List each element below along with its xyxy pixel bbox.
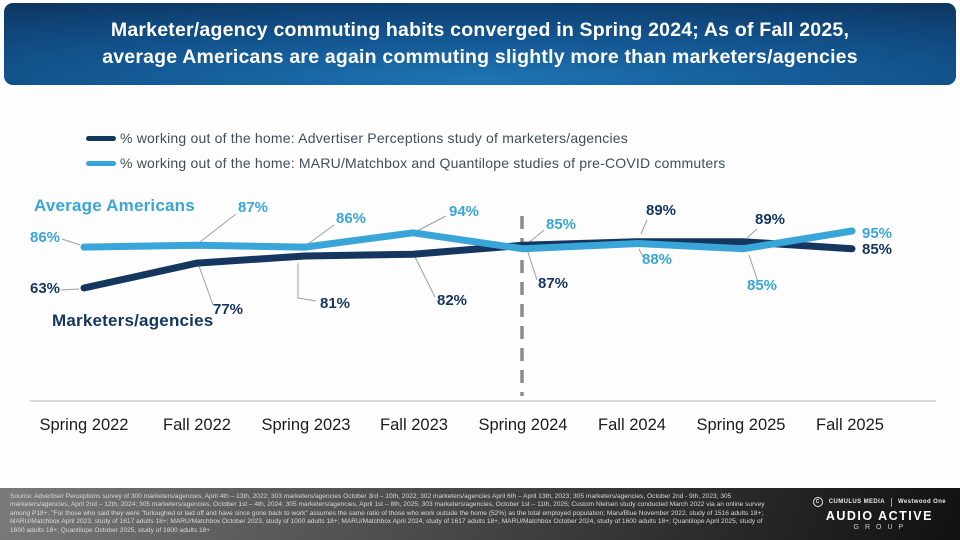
data-label: 87% bbox=[238, 199, 268, 216]
x-tick-label: Fall 2025 bbox=[816, 416, 884, 434]
line-marketers bbox=[80, 238, 856, 292]
x-tick-label: Spring 2025 bbox=[697, 416, 786, 434]
slide-title-line-1: Marketer/agency commuting habits converg… bbox=[110, 19, 850, 41]
data-label: 85% bbox=[546, 216, 576, 233]
slide-title-line-2: average Americans are again commuting sl… bbox=[102, 46, 858, 68]
data-label: 82% bbox=[437, 292, 467, 309]
line-average-americans bbox=[80, 227, 856, 253]
data-labels-marketers: 63% 77% 81% 82% 87% 89% 89% 85% bbox=[30, 202, 892, 318]
data-labels-average-americans: 86% 87% 86% 94% 85% 88% 85% 95% bbox=[30, 199, 892, 294]
legend-swatch-blue-icon bbox=[86, 160, 116, 166]
data-label: 85% bbox=[862, 241, 892, 258]
legend-item-marketers: % working out of the home: Advertiser Pe… bbox=[86, 130, 725, 146]
data-label: 86% bbox=[336, 210, 366, 227]
audio-active-group-logo: C CUMULUS MEDIA Westwood One AUDIO ACTIV… bbox=[812, 497, 946, 531]
cumulus-media-icon: C bbox=[812, 497, 823, 507]
legend-label-marketers: % working out of the home: Advertiser Pe… bbox=[120, 130, 628, 146]
data-label: 81% bbox=[320, 295, 350, 312]
chart-legend: % working out of the home: Advertiser Pe… bbox=[86, 130, 725, 171]
logo-divider bbox=[890, 497, 892, 507]
westwood-one-wordmark: Westwood One bbox=[897, 499, 946, 505]
x-tick-label: Fall 2022 bbox=[163, 416, 231, 434]
data-label: 89% bbox=[755, 211, 785, 228]
data-label: 88% bbox=[642, 251, 672, 268]
series-label-marketers: Marketers/agencies bbox=[52, 311, 213, 330]
x-tick-label: Spring 2023 bbox=[262, 416, 351, 434]
legend-item-average-americans: % working out of the home: MARU/Matchbox… bbox=[86, 155, 725, 171]
legend-swatch-navy-icon bbox=[86, 135, 116, 141]
x-tick-label: Fall 2023 bbox=[380, 416, 448, 434]
footer: Source: Advertiser Perceptions survey of… bbox=[0, 488, 960, 540]
x-tick-label: Spring 2024 bbox=[479, 416, 568, 434]
series-label-average-americans: Average Americans bbox=[34, 196, 195, 215]
x-tick-label: Spring 2022 bbox=[40, 416, 129, 434]
group-wordmark: GROUP bbox=[853, 524, 910, 531]
data-label: 94% bbox=[449, 203, 479, 220]
data-label: 89% bbox=[646, 202, 676, 219]
data-label: 63% bbox=[30, 280, 60, 297]
source-text: Source: Advertiser Perceptions survey of… bbox=[10, 492, 765, 534]
data-label: 77% bbox=[213, 301, 243, 318]
title-bar: Marketer/agency commuting habits converg… bbox=[4, 3, 956, 85]
data-label: 85% bbox=[747, 277, 777, 294]
data-label: 95% bbox=[862, 225, 892, 242]
x-axis-labels: Spring 2022 Fall 2022 Spring 2023 Fall 2… bbox=[40, 416, 884, 434]
legend-label-average-americans: % working out of the home: MARU/Matchbox… bbox=[120, 155, 726, 171]
data-label: 87% bbox=[538, 275, 568, 292]
data-label: 86% bbox=[30, 229, 60, 246]
leader-lines-marketers bbox=[60, 219, 758, 306]
cumulus-media-wordmark: CUMULUS MEDIA bbox=[828, 499, 885, 505]
x-tick-label: Fall 2024 bbox=[598, 416, 666, 434]
audio-active-wordmark: AUDIO ACTIVE bbox=[825, 509, 933, 523]
